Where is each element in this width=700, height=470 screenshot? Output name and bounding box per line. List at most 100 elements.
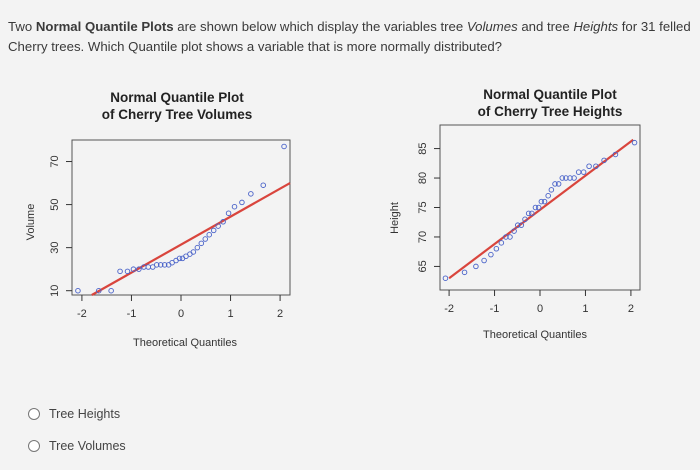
data-point xyxy=(567,175,573,181)
x-tick-label: 2 xyxy=(628,303,634,315)
data-point xyxy=(248,191,254,197)
data-point xyxy=(136,266,142,272)
data-point xyxy=(535,204,542,211)
x-tick-label: -2 xyxy=(77,308,87,320)
chart-title-line2: of Cherry Tree Heights xyxy=(477,104,623,119)
data-point xyxy=(532,204,539,211)
data-point xyxy=(545,192,551,199)
data-point xyxy=(493,245,500,252)
question-bold: Normal Quantile Plots xyxy=(35,19,174,34)
data-point xyxy=(461,269,468,276)
radio-button[interactable] xyxy=(28,440,40,452)
question-text: Two Normal Quantile Plots are shown belo… xyxy=(8,17,698,57)
y-tick-label: 75 xyxy=(417,201,429,213)
data-point xyxy=(202,236,209,242)
data-point xyxy=(231,203,238,210)
y-tick-label: 80 xyxy=(417,172,429,184)
data-point xyxy=(601,157,607,164)
data-point xyxy=(575,169,582,175)
data-point xyxy=(538,198,545,205)
data-point xyxy=(130,266,137,272)
data-point xyxy=(522,216,528,223)
plot-frame xyxy=(439,124,641,291)
data-point xyxy=(473,263,479,270)
data-point xyxy=(481,257,487,264)
y-tick-label: 65 xyxy=(417,260,429,272)
x-tick-label: 1 xyxy=(582,303,588,315)
data-point xyxy=(612,151,619,158)
x-tick-label: 1 xyxy=(227,308,233,320)
data-point xyxy=(215,223,221,229)
data-point xyxy=(124,268,131,275)
x-axis-label: Theoretical Quantiles xyxy=(133,337,237,349)
data-point xyxy=(507,234,513,240)
data-point xyxy=(239,199,245,206)
question-italic: Volumes xyxy=(466,19,518,34)
chart-title-line1: Normal Quantile Plot xyxy=(483,87,617,102)
y-tick-label: 50 xyxy=(49,198,61,210)
data-point xyxy=(206,231,212,238)
chart-title-volumes: Normal Quantile Plot of Cherry Tree Volu… xyxy=(82,89,272,123)
data-point xyxy=(529,210,535,217)
x-tick-label: 2 xyxy=(277,308,283,320)
x-tick-label: 0 xyxy=(537,303,543,315)
data-point xyxy=(153,262,160,268)
option-tree-heights[interactable]: Tree Heights xyxy=(28,407,120,421)
data-point xyxy=(194,244,201,251)
data-point xyxy=(559,175,566,181)
data-point xyxy=(108,287,114,294)
question-part: and tree xyxy=(517,19,574,34)
data-point xyxy=(563,175,569,181)
chart-title-line2: of Cherry Tree Volumes xyxy=(101,107,253,122)
y-tick-label: 30 xyxy=(49,242,61,254)
data-point xyxy=(514,222,521,228)
data-point xyxy=(96,287,102,294)
data-point xyxy=(498,240,505,246)
y-tick-label: 85 xyxy=(417,142,429,154)
question-part: are shown below which display the variab… xyxy=(173,19,467,34)
data-point xyxy=(161,262,168,268)
data-point xyxy=(210,227,217,234)
data-point xyxy=(198,240,205,247)
data-point xyxy=(503,234,509,240)
data-point xyxy=(631,139,638,146)
y-tick-label: 10 xyxy=(49,285,61,297)
y-axis-label: Height xyxy=(389,202,401,234)
y-tick-label: 70 xyxy=(417,231,429,243)
data-point xyxy=(260,182,266,188)
data-point xyxy=(190,249,197,255)
data-point xyxy=(220,219,226,225)
option-label: Tree Volumes xyxy=(49,439,126,453)
question-part: Two xyxy=(8,19,36,34)
reference-line xyxy=(448,138,634,280)
data-point xyxy=(525,210,532,217)
x-tick-label: 0 xyxy=(178,308,184,320)
data-point xyxy=(586,163,592,169)
x-axis-label: Theoretical Quantiles xyxy=(483,329,587,341)
data-point xyxy=(552,181,558,187)
chart-title-line1: Normal Quantile Plot xyxy=(110,90,244,105)
data-point xyxy=(571,175,577,181)
data-point xyxy=(176,255,183,262)
data-point xyxy=(580,169,587,175)
option-tree-volumes[interactable]: Tree Volumes xyxy=(28,439,126,453)
data-point xyxy=(548,187,555,193)
data-point xyxy=(593,163,599,169)
y-tick-label: 70 xyxy=(49,155,61,167)
data-point xyxy=(518,222,525,228)
x-tick-label: -1 xyxy=(490,303,500,315)
data-point xyxy=(488,251,494,258)
y-axis-label: Volume xyxy=(25,204,37,241)
x-tick-label: -2 xyxy=(444,303,454,315)
reference-line xyxy=(91,182,291,296)
data-point xyxy=(157,262,164,268)
option-label: Tree Heights xyxy=(49,407,121,421)
x-tick-label: -1 xyxy=(127,308,137,320)
data-point xyxy=(75,287,81,294)
radio-button[interactable] xyxy=(28,408,40,420)
question-part: for 31 felled Cherry trees. Which Quanti… xyxy=(8,19,691,54)
data-point xyxy=(225,210,232,216)
data-point xyxy=(281,143,287,150)
